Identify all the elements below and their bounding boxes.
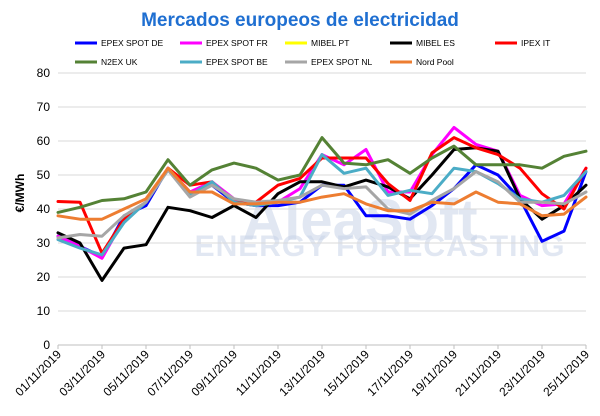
y-axis: 0 10 20 30 40 50 60 70 80: [37, 66, 51, 352]
series-line-8: [56, 166, 588, 221]
series-line-7: [56, 168, 588, 240]
chart-title: Mercados europeos de electricidad: [141, 10, 459, 31]
y-tick-label: 60: [37, 134, 51, 148]
legend-label: N2EX UK: [101, 57, 138, 67]
legend-label: MIBEL ES: [416, 38, 455, 48]
watermark-tagline: ENERGY FORECASTING: [195, 230, 566, 263]
y-axis-label: €/MWh: [13, 174, 27, 213]
y-tick-label: 10: [37, 304, 51, 318]
legend-label: EPEX SPOT NL: [311, 57, 373, 67]
y-tick-label: 30: [37, 236, 51, 250]
series-line-5: [56, 136, 588, 214]
y-tick-label: 80: [37, 66, 51, 80]
legend-label: MIBEL PT: [311, 38, 349, 48]
y-tick-label: 70: [37, 100, 51, 114]
y-tick-label: 0: [43, 338, 50, 352]
legend-label: EPEX SPOT BE: [206, 57, 268, 67]
legend-label: IPEX IT: [521, 38, 550, 48]
series-layer: [56, 125, 588, 282]
series-line-3: [56, 146, 588, 282]
y-tick-label: 40: [37, 202, 51, 216]
y-tick-label: 50: [37, 168, 51, 182]
legend-label: Nord Pool: [416, 57, 454, 67]
legend: EPEX SPOT DE EPEX SPOT FR MIBEL PT MIBEL ES…: [75, 38, 550, 67]
y-tick-label: 20: [37, 270, 51, 284]
legend-label: EPEX SPOT DE: [101, 38, 164, 48]
watermark: AleaSoft ENERGY FORECASTING: [195, 188, 566, 263]
legend-label: EPEX SPOT FR: [206, 38, 268, 48]
